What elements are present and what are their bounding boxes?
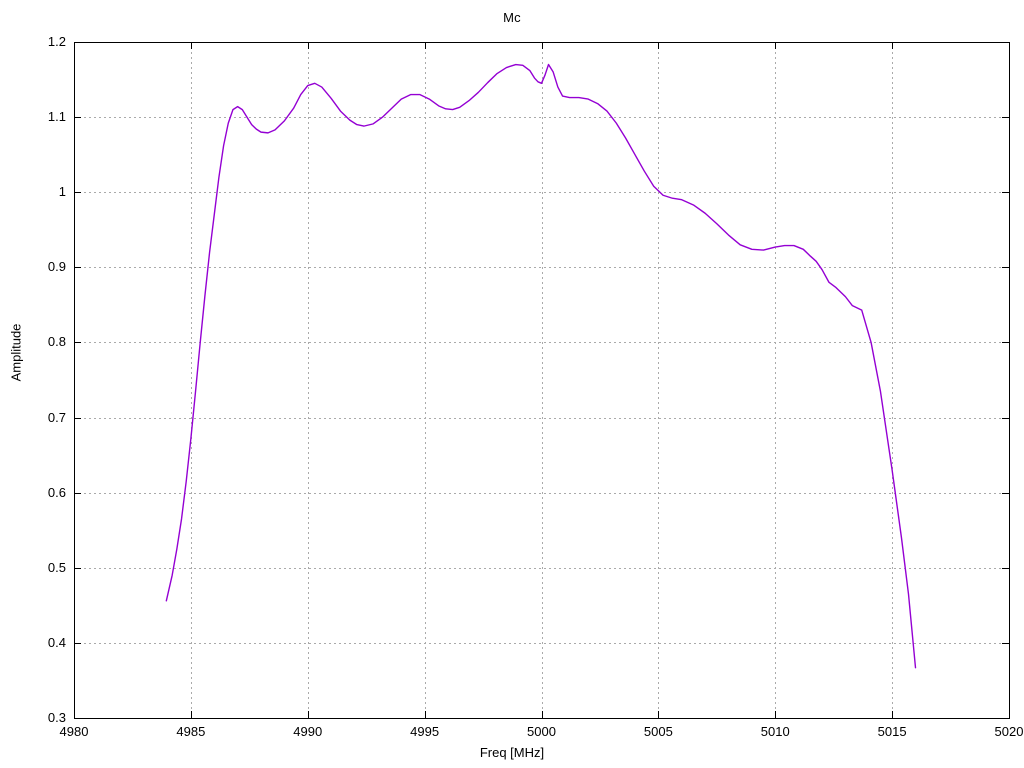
y-tick-label: 0.4 bbox=[47, 634, 66, 650]
y-tick-label: 1.1 bbox=[47, 109, 66, 125]
x-axis-label: Freq [MHz] bbox=[479, 745, 545, 760]
y-axis-tick-labels: 0.3 0.4 0.5 0.6 0.7 0.8 0.9 1 1.1 1.2 bbox=[0, 0, 66, 768]
y-tick-label: 0.8 bbox=[47, 334, 66, 350]
x-tick-label: 4980 bbox=[59, 724, 89, 739]
y-tick-label: 1 bbox=[58, 184, 66, 200]
series-line bbox=[165, 63, 917, 669]
x-tick-label: 5015 bbox=[877, 724, 907, 739]
y-tick-label: 0.7 bbox=[47, 409, 66, 425]
x-tick-label: 5020 bbox=[994, 724, 1024, 739]
y-tick-label: 1.2 bbox=[47, 34, 66, 49]
x-tick-label: 4990 bbox=[293, 724, 323, 739]
y-tick-label: 0.5 bbox=[47, 559, 66, 575]
y-tick-label: 0.9 bbox=[47, 259, 66, 275]
x-tick-label: 5005 bbox=[643, 724, 673, 739]
y-tick-label: 0.6 bbox=[47, 484, 66, 500]
y-tick-label: 0.3 bbox=[47, 710, 66, 725]
x-tick-label: 4995 bbox=[410, 724, 440, 739]
x-tick-label: 4985 bbox=[176, 724, 206, 739]
axis-ticks bbox=[73, 41, 1011, 720]
data-series bbox=[165, 63, 917, 669]
x-tick-label: 5010 bbox=[760, 724, 790, 739]
x-tick-label: 5000 bbox=[527, 724, 556, 739]
chart-title: Mc bbox=[503, 10, 521, 25]
grid-lines bbox=[74, 42, 1009, 718]
